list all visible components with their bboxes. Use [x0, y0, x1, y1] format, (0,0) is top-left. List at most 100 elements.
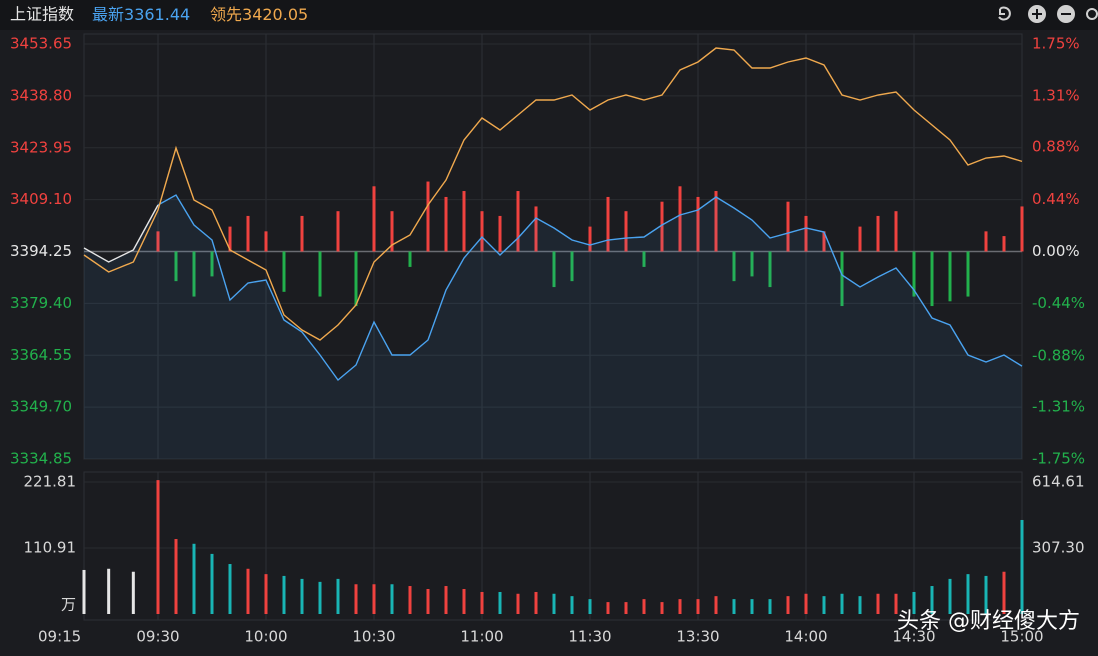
flow-bar [786, 201, 790, 252]
flow-bar [570, 251, 574, 282]
volume-bar [588, 599, 592, 614]
flow-bar [804, 215, 808, 252]
y-tick-label: 3334.85 [10, 450, 72, 468]
line-area [84, 195, 1022, 459]
flow-bar [696, 196, 700, 252]
flow-bar [624, 211, 628, 252]
y-tick-label: 3379.40 [10, 294, 72, 312]
settings-icon[interactable] [1086, 8, 1098, 20]
flow-bar [984, 231, 988, 252]
volume-bar [264, 574, 268, 614]
zoom-in-glyph [1032, 9, 1042, 19]
chart-title: 上证指数 [10, 5, 74, 24]
volume-bar [174, 539, 178, 614]
volume-bar [678, 599, 682, 614]
flow-bar [264, 231, 268, 252]
y-tick-label: 110.91 [24, 539, 77, 557]
volume-bar [948, 578, 952, 614]
volume-bar [534, 591, 538, 614]
volume-bar [840, 593, 844, 614]
x-tick-label: 15:00 [1000, 628, 1043, 646]
header-bar [0, 0, 1098, 30]
volume-bar [894, 593, 898, 614]
volume-bar [966, 574, 970, 614]
volume-bar [786, 596, 790, 614]
flow-bar [408, 251, 412, 267]
volume-bar [552, 593, 556, 614]
flow-bar [822, 231, 826, 252]
volume-bar [1002, 571, 1006, 614]
volume-bar [930, 586, 934, 614]
volume-bar [318, 581, 322, 614]
volume-bar [696, 599, 700, 614]
flow-bar [534, 206, 538, 252]
volume-bar [768, 599, 772, 614]
flow-bar [966, 251, 970, 297]
flow-bar [930, 251, 934, 307]
flow-bar [642, 251, 646, 267]
y-tick-label: 3364.55 [10, 346, 72, 364]
volume-bar [131, 571, 135, 614]
series-line [157, 194, 1023, 382]
volume-bar [714, 596, 718, 614]
legend-value: 3420.05 [242, 5, 308, 24]
legend-leading: 领先3420.05 [210, 5, 308, 24]
volume-bar [858, 596, 862, 614]
flow-bar [426, 181, 430, 252]
flow-bar [228, 226, 232, 252]
y-tick-label: 3349.70 [10, 398, 72, 416]
flow-bar [894, 211, 898, 252]
flow-bar [156, 231, 160, 252]
volume-bar [156, 480, 160, 614]
y-tick-label: 3394.25 [10, 242, 72, 260]
legend-name: 最新 [92, 5, 124, 24]
flow-bar [660, 201, 664, 252]
y2-tick-label: 1.31% [1032, 87, 1080, 105]
volume-bar [228, 564, 232, 614]
volume-bar [624, 602, 628, 614]
flow-bar [768, 251, 772, 288]
x-tick-label: 14:30 [892, 628, 935, 646]
flow-bar [372, 186, 376, 252]
y2-tick-label: -1.31% [1032, 397, 1085, 415]
y2-tick-label: 0.44% [1032, 190, 1080, 208]
x-tick-label: 09:30 [136, 628, 179, 646]
volume-bar [912, 591, 916, 614]
flow-bar [876, 215, 880, 252]
x-tick-label: 10:00 [244, 628, 287, 646]
watermark: 头条 @财经傻大方 [897, 609, 1080, 634]
volume-bar [660, 602, 664, 614]
volume-bar [192, 543, 196, 614]
volume-bar [822, 596, 826, 614]
volume-bar [498, 591, 502, 614]
x-tick-label: 11:30 [568, 628, 611, 646]
legend-name: 领先 [210, 5, 242, 24]
volume-bar [732, 599, 736, 614]
volume-bar [107, 568, 111, 614]
flow-bar [858, 226, 862, 252]
volume-bar [372, 584, 376, 614]
series-line [83, 204, 159, 263]
flow-bar [516, 191, 520, 252]
volume-bar [750, 599, 754, 614]
volume-bar [390, 584, 394, 614]
volume-bar [984, 575, 988, 614]
flow-bar [750, 251, 754, 277]
flow-bar [174, 251, 178, 282]
flow-bar [318, 251, 322, 297]
x-tick-label: 14:00 [784, 628, 827, 646]
y2-tick-label: -0.44% [1032, 294, 1085, 312]
volume-bar [354, 584, 358, 614]
flow-bar [246, 215, 250, 252]
y2-tick-label: 1.75% [1032, 35, 1080, 53]
flow-bar [912, 251, 916, 297]
volume-bar [408, 586, 412, 614]
flow-bar [948, 251, 952, 302]
volume-bar [336, 578, 340, 614]
flow-bar [300, 215, 304, 252]
undo-icon[interactable] [998, 6, 1011, 21]
x-tick-label: 10:30 [352, 628, 395, 646]
flow-bar [192, 251, 196, 297]
